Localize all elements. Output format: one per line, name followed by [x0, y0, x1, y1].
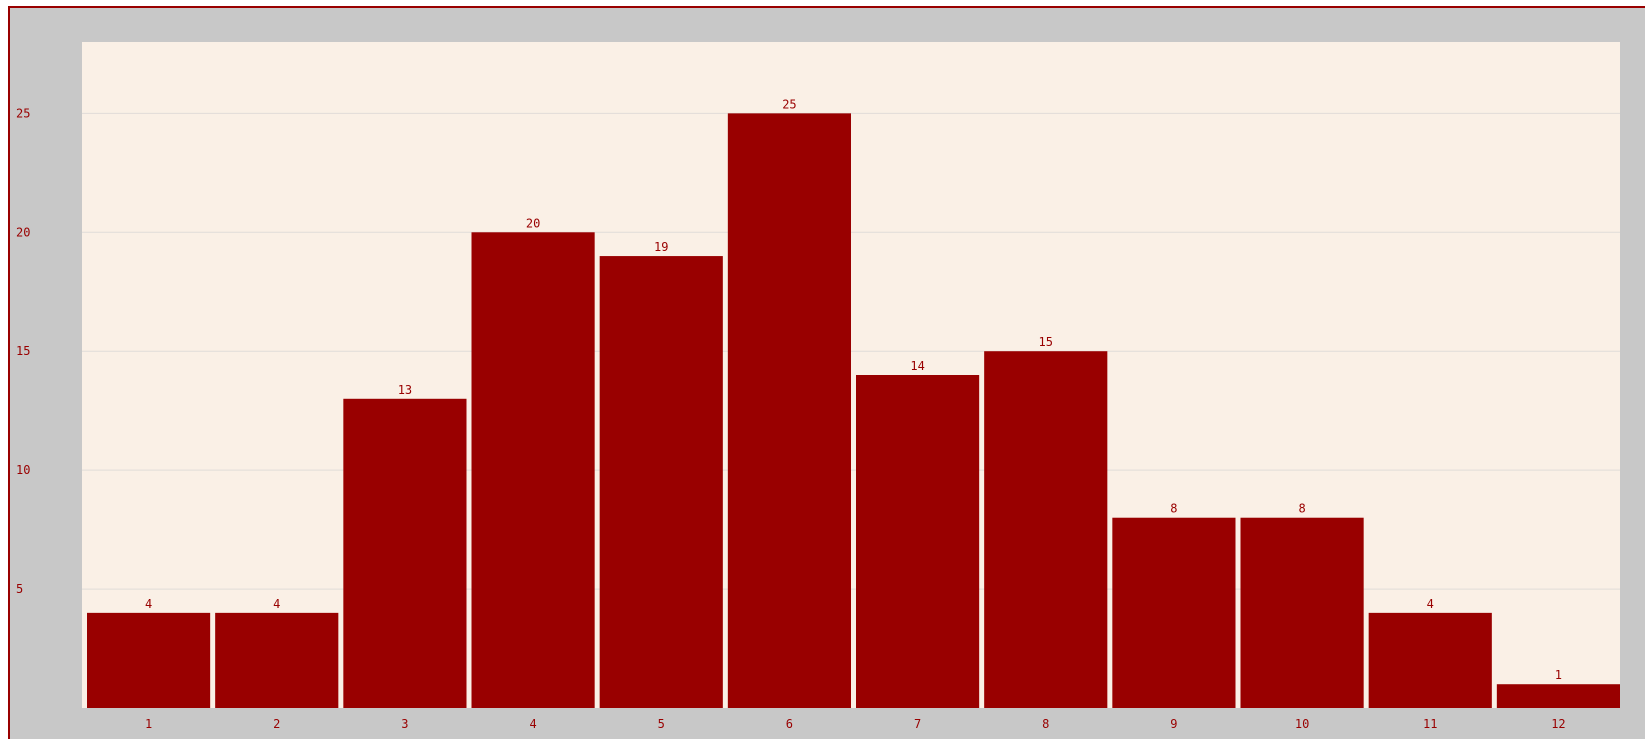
bar	[984, 351, 1108, 708]
y-tick-label: 10	[16, 463, 30, 477]
y-tick-label: 20	[16, 225, 30, 239]
x-tick-label: 3	[401, 717, 408, 731]
y-tick-label: 25	[16, 106, 30, 120]
y-axis-ticks: 5 10 15 20 25	[16, 106, 30, 596]
bar	[87, 612, 211, 708]
bar	[856, 375, 980, 708]
bar-value-label: 4	[273, 597, 280, 611]
bar-value-label: 1	[1555, 668, 1562, 682]
bar-value-label: 4	[145, 597, 152, 611]
bar	[471, 232, 595, 709]
x-tick-label: 7	[914, 717, 921, 731]
x-tick-label: 10	[1295, 717, 1309, 731]
x-tick-label: 4	[529, 717, 536, 731]
x-tick-label: 12	[1551, 717, 1565, 731]
x-tick-label: 8	[1042, 717, 1049, 731]
x-tick-label: 2	[273, 717, 280, 731]
bar	[1240, 517, 1364, 708]
x-tick-label: 9	[1170, 717, 1177, 731]
data-labels: 4 4 13 20 19 25 14 15 8 8 4 1	[145, 97, 1562, 682]
x-tick-label: 6	[786, 717, 793, 731]
bar	[1112, 517, 1236, 708]
x-tick-label: 1	[145, 717, 152, 731]
bar	[1496, 684, 1620, 708]
bar	[215, 612, 339, 708]
bar-value-label: 4	[1427, 597, 1434, 611]
bar-value-label: 20	[526, 216, 540, 230]
x-tick-label: 5	[658, 717, 665, 731]
bar-value-label: 8	[1170, 502, 1177, 516]
bar	[599, 256, 723, 708]
x-tick-label: 11	[1423, 717, 1437, 731]
bar-value-label: 14	[910, 359, 924, 373]
bars	[87, 113, 1620, 709]
x-axis-ticks: 1 2 3 4 5 6 7 8 9 10 11 12	[145, 717, 1566, 731]
bar-value-label: 8	[1298, 502, 1305, 516]
y-tick-label: 15	[16, 344, 30, 358]
bar-value-label: 19	[654, 240, 668, 254]
bar-value-label: 15	[1039, 335, 1053, 349]
y-tick-label: 5	[16, 582, 23, 596]
bar	[343, 398, 467, 708]
bar	[1368, 612, 1492, 708]
bar-value-label: 13	[398, 383, 412, 397]
bar-value-label: 25	[782, 97, 796, 111]
bar	[727, 113, 851, 709]
